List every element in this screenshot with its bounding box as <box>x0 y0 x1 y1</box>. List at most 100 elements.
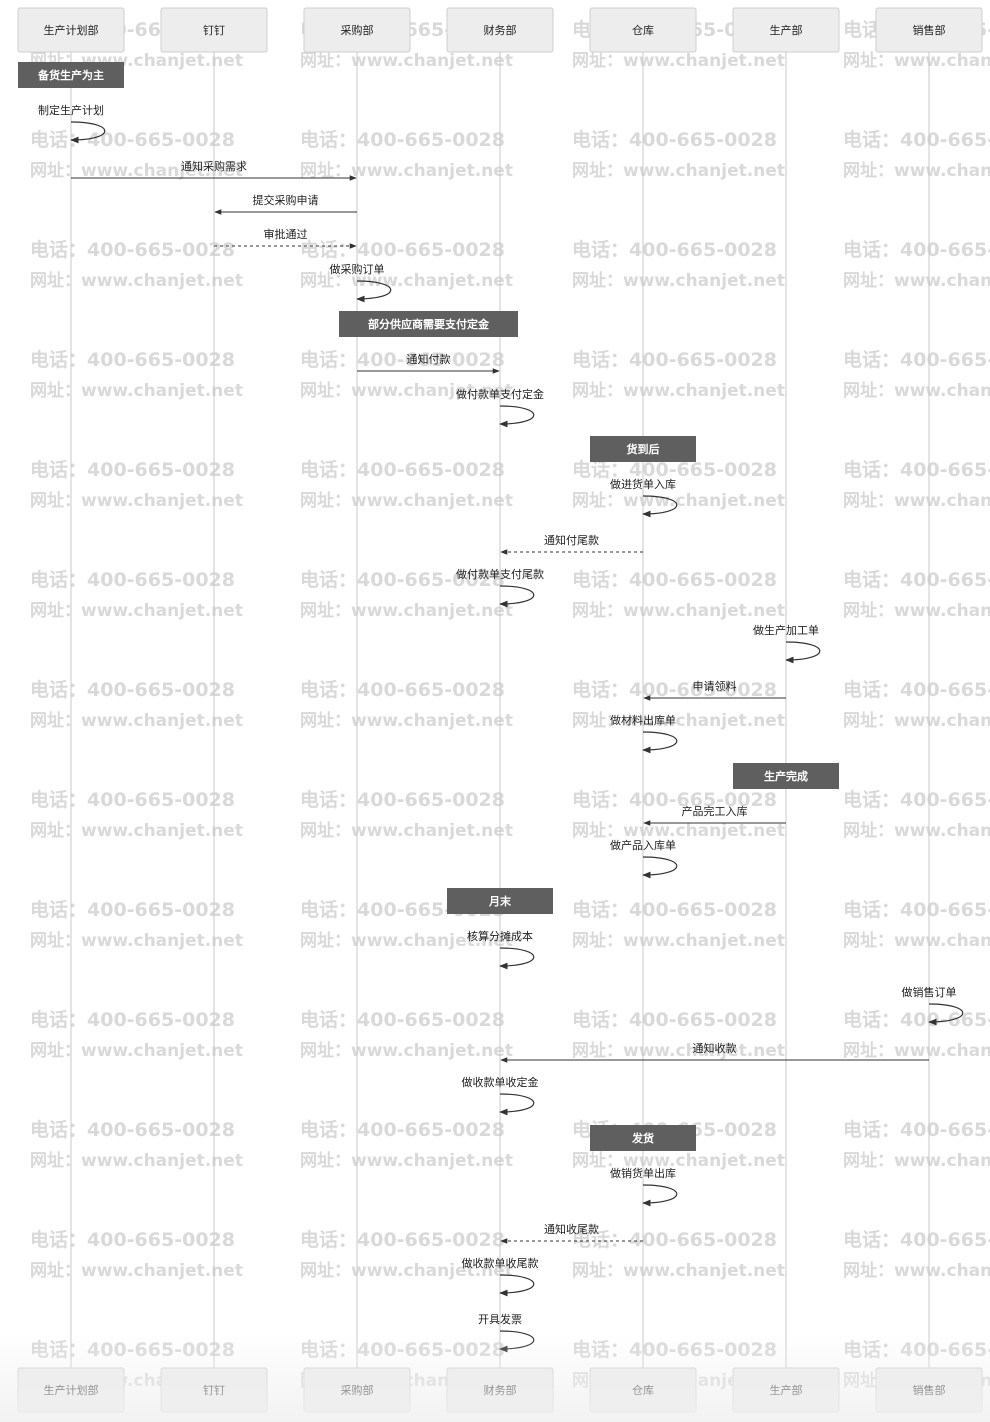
watermark-site: 网址：www.chanjet.net <box>30 931 243 951</box>
message: 通知收款 <box>500 1041 929 1063</box>
watermark-site: 网址：www.chanjet.net <box>843 1151 990 1171</box>
watermark-site: 网址：www.chanjet.net <box>572 1151 785 1171</box>
self-message-arrow <box>499 1274 535 1297</box>
watermark-site: 网址：www.chanjet.net <box>300 711 513 731</box>
watermark-site: 网址：www.chanjet.net <box>30 821 243 841</box>
participant-box <box>446 7 554 53</box>
watermark-site: 网址：www.chanjet.net <box>30 601 243 621</box>
watermark-site: 网址：www.chanjet.net <box>843 711 990 731</box>
self-message: 核算分摊成本 <box>467 929 535 970</box>
watermark-phone: 电话：400-665-0028 <box>572 1008 777 1031</box>
participant-label: 生产计划部 <box>44 1383 99 1397</box>
self-message-label: 做进货单入库 <box>610 477 676 491</box>
self-message-arrow <box>642 1184 678 1207</box>
participant-box <box>17 7 125 53</box>
watermark-site: 网址：www.chanjet.net <box>572 821 785 841</box>
watermark-site: 网址：www.chanjet.net <box>843 821 990 841</box>
watermark-phone: 电话：400-665-0028 <box>30 898 235 921</box>
note-label: 月末 <box>488 894 512 908</box>
watermark-site: 网址：www.chanjet.net <box>30 1261 243 1281</box>
participant-box <box>303 7 411 53</box>
watermark-phone: 电话：400-665-0028 <box>572 458 777 481</box>
self-message: 做收款单收定金 <box>462 1075 539 1116</box>
self-message: 做付款单支付定金 <box>456 387 544 428</box>
participant-label: 采购部 <box>341 1383 374 1397</box>
watermark-phone: 电话：400-665-0028 <box>300 1228 505 1251</box>
message-label: 通知采购需求 <box>181 159 247 173</box>
participant-label: 仓库 <box>632 1383 654 1397</box>
watermark-phone: 电话：400-665-0028 <box>843 1118 990 1141</box>
self-message: 做产品入库单 <box>610 838 678 879</box>
watermark-layer: 电话：400-665-0028 网址：www.chanjet.net 电话：400-… <box>30 18 990 1391</box>
note: 备货生产为主 <box>18 62 124 88</box>
self-message-label: 做生产加工单 <box>753 623 819 637</box>
self-message: 做材料出库单 <box>610 713 678 754</box>
watermark-site: 网址：www.chanjet.net <box>843 381 990 401</box>
self-message: 做销售订单 <box>902 985 964 1026</box>
participant-dingding-bottom: 钉钉 <box>160 1367 268 1413</box>
message: 通知付尾款 <box>500 533 643 555</box>
watermark-site: 网址：www.chanjet.net <box>300 1261 513 1281</box>
message: 通知付款 <box>357 352 500 374</box>
watermark-site: 网址：www.chanjet.net <box>572 381 785 401</box>
watermark-phone: 电话：400-665-0028 <box>843 1008 990 1031</box>
note: 部分供应商需要支付定金 <box>339 311 518 337</box>
participant-label: 采购部 <box>341 23 374 37</box>
participant-purchase-top: 采购部 <box>303 7 411 53</box>
self-message-arrow <box>70 121 106 144</box>
watermark-phone: 电话：400-665-0028 <box>300 458 505 481</box>
participant-finance-bottom: 财务部 <box>446 1367 554 1413</box>
self-message-arrow <box>499 947 535 970</box>
participant-label: 财务部 <box>484 23 517 37</box>
note-box <box>590 436 696 462</box>
participant-production-bottom: 生产部 <box>732 1367 840 1413</box>
watermark-site: 网址：www.chanjet.net <box>843 601 990 621</box>
self-message: 做进货单入库 <box>610 477 678 518</box>
watermark-phone: 电话：400-665-0028 <box>843 568 990 591</box>
watermark-phone: 电话：400-665-0028 <box>300 788 505 811</box>
note-box <box>339 311 518 337</box>
message: 申请领料 <box>643 679 786 701</box>
watermark-phone: 电话：400-665-0028 <box>30 568 235 591</box>
message-label: 产品完工入库 <box>682 804 748 818</box>
participant-label: 生产部 <box>770 23 803 37</box>
self-message-label: 核算分摊成本 <box>467 929 533 943</box>
watermark-phone: 电话：400-665-0028 <box>30 238 235 261</box>
watermark-site: 网址：www.chanjet.net <box>300 1041 513 1061</box>
participant-plan-top: 生产计划部 <box>17 7 125 53</box>
watermark-site: 网址：www.chanjet.net <box>572 1041 785 1061</box>
message-label: 通知付款 <box>407 352 451 366</box>
note: 生产完成 <box>733 763 839 789</box>
participant-purchase-bottom: 采购部 <box>303 1367 411 1413</box>
watermark-site: 网址：www.chanjet.net <box>300 1151 513 1171</box>
watermark-site: 网址：www.chanjet.net <box>300 931 513 951</box>
watermark-phone: 电话：400-665-0028 <box>30 1118 235 1141</box>
self-message: 做收款单收尾款 <box>462 1256 539 1297</box>
self-message-label: 做付款单支付尾款 <box>456 567 544 581</box>
watermark-phone: 电话：400-665-0028 <box>843 348 990 371</box>
note-label: 生产完成 <box>764 769 808 783</box>
note-label: 发货 <box>631 1131 654 1145</box>
participant-production-top: 生产部 <box>732 7 840 53</box>
participant-label: 销售部 <box>913 23 946 37</box>
watermark-site: 网址：www.chanjet.net <box>300 271 513 291</box>
watermark-phone: 电话：400-665-0028 <box>572 788 777 811</box>
self-message-arrow <box>785 641 821 664</box>
watermark-phone: 电话：400-665-0028 <box>30 1338 235 1361</box>
watermark-site: 网址：www.chanjet.net <box>843 161 990 181</box>
watermark-site: 网址：www.chanjet.net <box>300 381 513 401</box>
note: 月末 <box>447 888 553 914</box>
participant-warehouse-bottom: 仓库 <box>589 1367 697 1413</box>
watermark-phone: 电话：400-665-0028 <box>572 128 777 151</box>
watermark-site: 网址：www.chanjet.net <box>843 51 990 71</box>
watermark-phone: 电话：400-665-0028 <box>30 678 235 701</box>
watermark-site: 网址：www.chanjet.net <box>572 1261 785 1281</box>
message-label: 提交采购申请 <box>253 193 319 207</box>
participant-label: 销售部 <box>913 1383 946 1397</box>
watermark-site: 网址：www.chanjet.net <box>572 161 785 181</box>
message: 通知采购需求 <box>71 159 357 181</box>
watermark-phone: 电话：400-665-0028 <box>30 1228 235 1251</box>
watermark-phone: 电话：400-665-0028 <box>30 348 235 371</box>
self-message-arrow <box>499 405 535 428</box>
